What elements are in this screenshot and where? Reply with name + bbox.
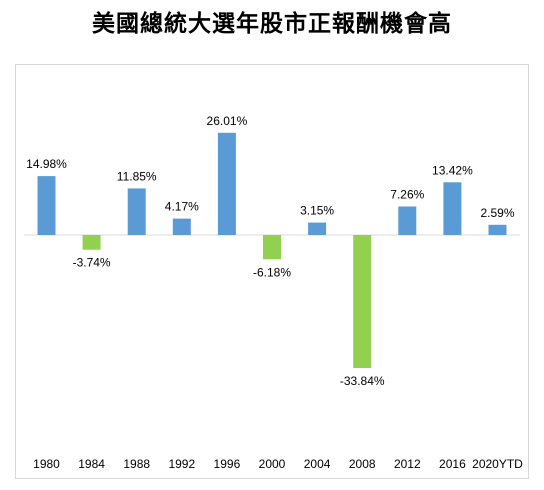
data-label-2016: 13.42%: [432, 163, 473, 177]
bar-1988: [127, 188, 146, 235]
bar-2000: [263, 235, 281, 260]
x-tick-label-2000: 2000: [259, 457, 286, 471]
x-tick-label-1988: 1988: [123, 457, 150, 471]
bar-2016: [443, 182, 462, 235]
data-label-1984: -3.74%: [73, 256, 111, 270]
x-tick-label-1980: 1980: [33, 457, 60, 471]
bar-1992: [172, 218, 191, 235]
x-tick-label-2008: 2008: [349, 457, 376, 471]
data-label-2004: 3.15%: [300, 204, 334, 218]
x-tick-label-2004: 2004: [304, 457, 331, 471]
bar-2020YTD: [488, 224, 507, 235]
bar-1996: [217, 132, 236, 235]
chart-frame: [15, 64, 529, 479]
x-tick-label-1992: 1992: [168, 457, 195, 471]
data-label-1980: 14.98%: [26, 157, 67, 171]
data-label-2020YTD: 2.59%: [480, 206, 514, 220]
data-label-2012: 7.26%: [390, 188, 424, 202]
bar-2008: [353, 235, 372, 368]
bar-2012: [398, 206, 417, 235]
x-tick-label-1984: 1984: [78, 457, 105, 471]
bar-1980: [37, 176, 56, 235]
bar-2004: [308, 222, 327, 235]
data-label-2008: -33.84%: [340, 374, 385, 388]
x-tick-label-2016: 2016: [439, 457, 466, 471]
x-tick-label-2012: 2012: [394, 457, 421, 471]
x-tick-label-1996: 1996: [214, 457, 241, 471]
data-label-1988: 11.85%: [117, 169, 157, 183]
data-label-1996: 26.01%: [207, 114, 248, 128]
chart-title: 美國總統大選年股市正報酬機會高: [92, 11, 452, 37]
x-tick-label-2020YTD: 2020YTD: [472, 457, 523, 471]
data-label-1992: 4.17%: [165, 200, 199, 214]
bar-1984: [82, 235, 101, 250]
data-label-2000: -6.18%: [253, 265, 291, 279]
